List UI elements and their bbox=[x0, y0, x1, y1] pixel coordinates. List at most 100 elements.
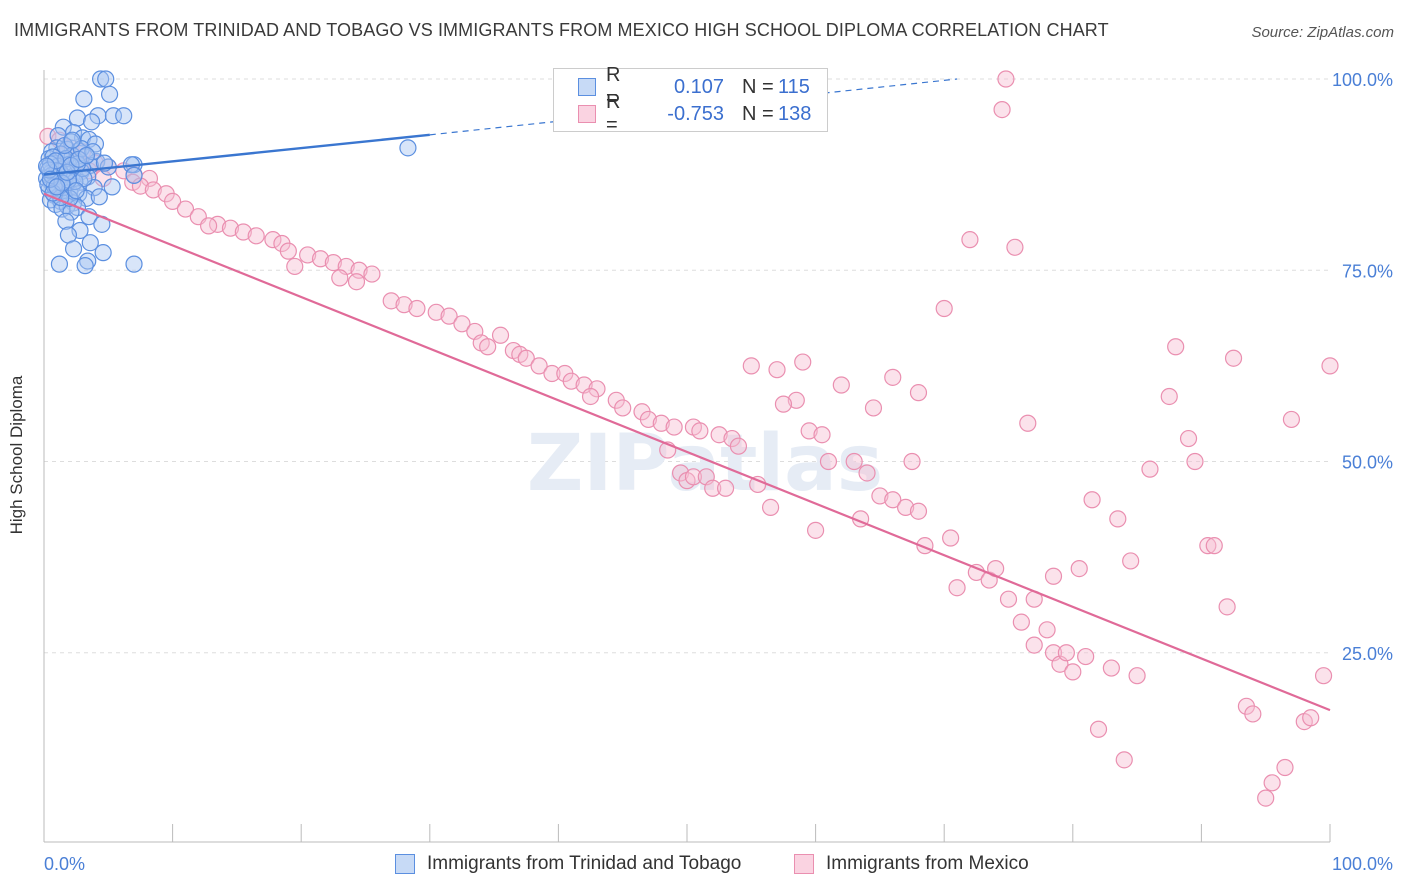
data-point-mexico bbox=[279, 242, 297, 260]
bottom-legend-swatch-pink bbox=[794, 854, 814, 874]
data-point-mexico bbox=[614, 399, 632, 417]
bottom-legend-swatch-blue bbox=[395, 854, 415, 874]
data-point-mexico bbox=[408, 299, 426, 318]
data-point-mexico bbox=[819, 452, 838, 471]
legend-row-trinidad: R = 0.107 N = 115 bbox=[578, 64, 810, 109]
data-point-mexico bbox=[1276, 758, 1294, 777]
data-point-trinidad bbox=[82, 113, 101, 131]
y-tick-label: 50.0% bbox=[1342, 453, 1393, 473]
data-point-mexico bbox=[1167, 338, 1185, 356]
y-axis-label: High School Diploma bbox=[7, 375, 26, 535]
data-point-mexico bbox=[1160, 387, 1178, 406]
data-point-trinidad bbox=[63, 131, 81, 149]
legend-swatch-pink bbox=[578, 105, 596, 123]
y-tick-label: 100.0% bbox=[1332, 70, 1393, 90]
data-point-mexico bbox=[1282, 410, 1301, 429]
data-point-mexico bbox=[264, 231, 282, 249]
legend-row-mexico: R = -0.753 N = 138 bbox=[578, 91, 812, 136]
data-point-mexico bbox=[1057, 644, 1075, 662]
data-point-mexico bbox=[1122, 552, 1140, 570]
data-point-trinidad bbox=[75, 90, 93, 108]
data-point-mexico bbox=[845, 452, 863, 471]
data-point-trinidad bbox=[115, 107, 133, 125]
legend-r-label: R = bbox=[606, 64, 621, 109]
stats-legend: R = 0.107 N = 115 R = -0.753 N = 138 bbox=[553, 64, 828, 136]
data-point-mexico bbox=[1224, 349, 1243, 367]
data-point-mexico bbox=[1115, 751, 1133, 769]
data-point-trinidad bbox=[46, 152, 65, 170]
data-point-mexico bbox=[176, 200, 195, 218]
data-point-mexico bbox=[221, 219, 240, 237]
legend-r-label: R = bbox=[606, 91, 621, 136]
data-point-trinidad bbox=[90, 188, 108, 206]
data-point-mexico bbox=[787, 391, 805, 409]
data-point-trinidad bbox=[399, 139, 417, 157]
data-point-mexico bbox=[324, 254, 342, 272]
data-point-mexico bbox=[794, 353, 812, 371]
data-point-mexico bbox=[1244, 705, 1262, 723]
data-point-mexico bbox=[948, 579, 966, 597]
data-point-mexico bbox=[491, 326, 510, 344]
x-tick-label: 0.0% bbox=[44, 854, 85, 874]
data-point-mexico bbox=[1199, 537, 1217, 555]
data-point-mexico bbox=[1302, 709, 1320, 727]
data-point-trinidad bbox=[125, 166, 143, 184]
legend-swatch-blue bbox=[578, 78, 596, 96]
data-point-trinidad bbox=[68, 109, 87, 127]
data-point-mexico bbox=[993, 100, 1011, 119]
data-point-mexico bbox=[871, 487, 889, 505]
legend-n-value: 115 bbox=[778, 75, 810, 98]
y-tick-label: 25.0% bbox=[1342, 644, 1393, 664]
data-point-mexico bbox=[858, 464, 876, 482]
bottom-legend-label: Immigrants from Mexico bbox=[826, 853, 1029, 874]
data-point-trinidad bbox=[57, 212, 75, 230]
legend-n-label: N = bbox=[742, 102, 774, 125]
data-point-mexico bbox=[961, 231, 979, 249]
data-point-mexico bbox=[543, 364, 561, 383]
watermark: ZIPatlas bbox=[527, 419, 883, 509]
data-point-mexico bbox=[909, 502, 928, 520]
data-point-mexico bbox=[131, 177, 150, 195]
data-point-mexico bbox=[1012, 613, 1030, 631]
data-point-mexico bbox=[1109, 510, 1127, 528]
data-point-mexico bbox=[144, 181, 162, 199]
data-point-trinidad bbox=[91, 70, 110, 88]
data-point-trinidad bbox=[48, 178, 66, 196]
data-point-mexico bbox=[286, 257, 304, 276]
data-point-mexico bbox=[363, 265, 381, 283]
data-point-mexico bbox=[234, 223, 252, 241]
data-point-mexico bbox=[903, 452, 921, 471]
data-point-mexico bbox=[710, 426, 728, 444]
data-point-mexico bbox=[517, 349, 535, 367]
bottom-legend-label: Immigrants from Trinidad and Tobago bbox=[427, 853, 742, 874]
data-point-mexico bbox=[684, 468, 703, 486]
data-point-mexico bbox=[665, 418, 683, 436]
data-point-mexico bbox=[884, 491, 902, 509]
data-point-mexico bbox=[1089, 720, 1108, 738]
chart-title: IMMIGRANTS FROM TRINIDAD AND TOBAGO VS I… bbox=[14, 20, 1109, 40]
data-point-mexico bbox=[768, 361, 786, 379]
legend-n-value: 138 bbox=[778, 102, 812, 125]
data-point-mexico bbox=[200, 217, 218, 235]
data-point-mexico bbox=[1218, 598, 1236, 616]
data-point-mexico bbox=[742, 357, 760, 375]
data-point-trinidad bbox=[103, 178, 121, 196]
data-point-trinidad bbox=[76, 257, 94, 275]
data-point-mexico bbox=[562, 372, 580, 390]
data-point-mexico bbox=[1019, 414, 1037, 432]
data-point-mexico bbox=[1102, 659, 1120, 677]
data-point-mexico bbox=[800, 422, 818, 440]
data-point-mexico bbox=[124, 173, 142, 191]
data-point-mexico bbox=[440, 307, 458, 325]
data-point-mexico bbox=[884, 368, 902, 386]
data-point-trinidad bbox=[64, 240, 83, 258]
data-point-mexico bbox=[1141, 460, 1159, 478]
data-point-mexico bbox=[813, 426, 831, 444]
data-point-mexico bbox=[652, 414, 670, 432]
legend-r-value: 0.107 bbox=[673, 75, 724, 98]
data-point-mexico bbox=[347, 273, 366, 291]
data-point-mexico bbox=[806, 521, 825, 539]
data-point-mexico bbox=[1186, 452, 1204, 471]
data-point-trinidad bbox=[79, 252, 97, 270]
